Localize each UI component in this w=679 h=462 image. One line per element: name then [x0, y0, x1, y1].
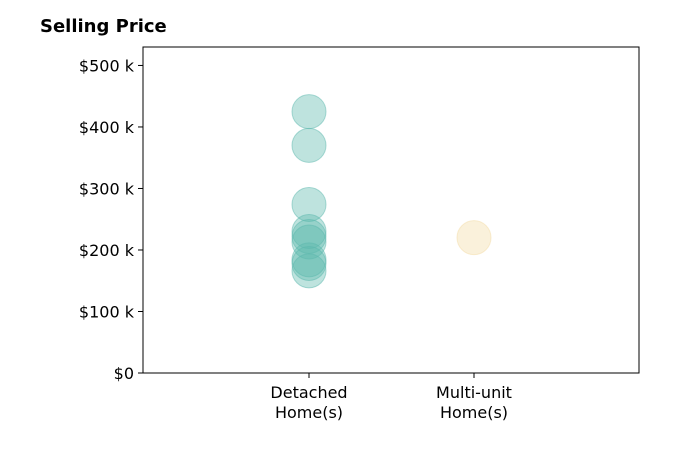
- data-point: [291, 186, 327, 222]
- y-tick-label: $400 k: [79, 118, 135, 137]
- y-tick-label: $300 k: [79, 179, 135, 198]
- x-axis: Detached Home(s) Multi-unit Home(s): [270, 373, 512, 422]
- y-tick-label: $500 k: [79, 56, 135, 75]
- data-point: [456, 220, 492, 256]
- data-point: [291, 224, 327, 260]
- y-tick-label: $0: [114, 364, 134, 383]
- data-point: [291, 127, 327, 163]
- x-tick-label: Detached Home(s): [270, 383, 347, 422]
- y-tick-label: $200 k: [79, 241, 135, 260]
- plot-frame: [142, 46, 640, 374]
- data-point: [291, 253, 327, 289]
- data-point: [291, 94, 327, 130]
- data-point: [291, 246, 327, 282]
- data-point: [291, 214, 327, 250]
- y-tick-label: $100 k: [79, 302, 135, 321]
- x-tick-label: Multi-unit Home(s): [436, 383, 512, 422]
- y-axis: $0 $100 k $200 k $300 k $400 k $500 k: [79, 56, 143, 383]
- chart-title: Selling Price: [40, 16, 167, 37]
- data-points: [291, 94, 492, 289]
